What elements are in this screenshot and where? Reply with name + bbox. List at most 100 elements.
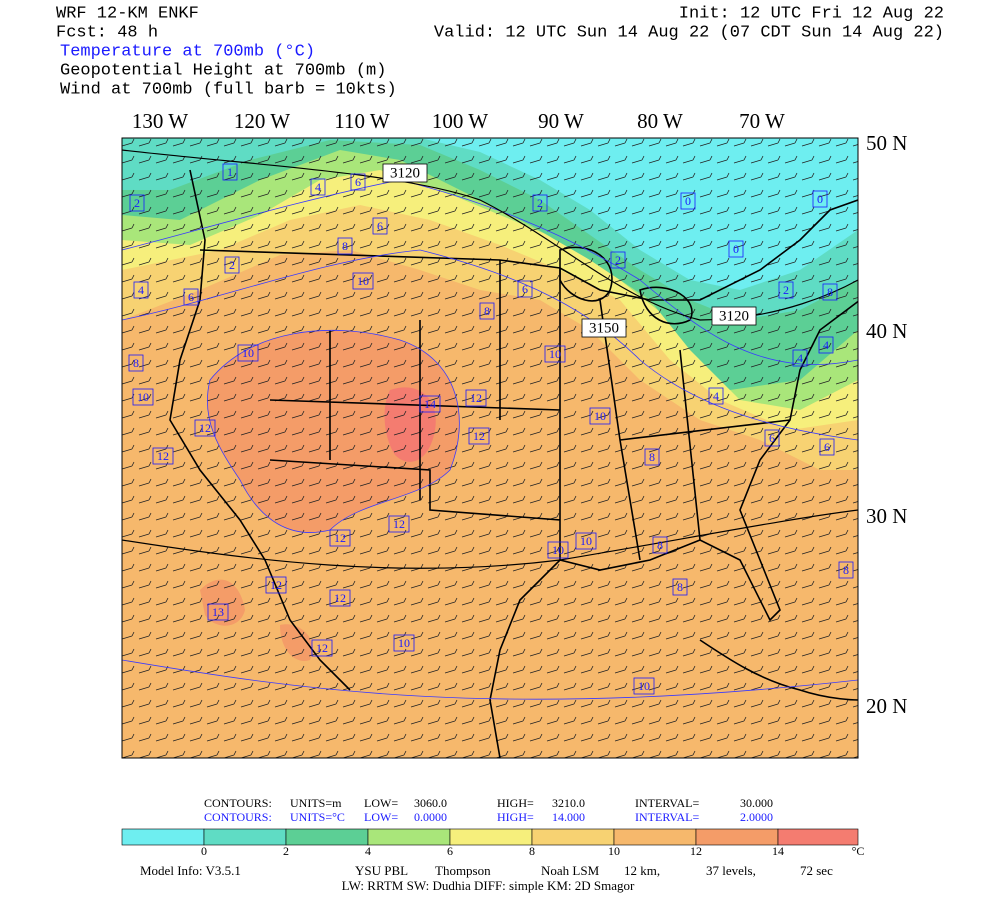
temperature-label-box (819, 438, 835, 456)
contour-info: 2.0000 (740, 810, 773, 824)
temperature-label: 1 (227, 165, 233, 179)
contour-info: CONTOURS: (204, 810, 272, 824)
temperature-label-box (194, 419, 216, 437)
colorbar-label: 2 (283, 844, 289, 858)
longitude-label: 90 W (538, 109, 584, 133)
latitude-label: 50 N (866, 131, 907, 155)
colorbar-box (613, 828, 697, 846)
temperature-label-box (652, 536, 668, 554)
temperature-label-box (329, 529, 351, 547)
temperature-label-box (468, 427, 490, 445)
field-label: Wind at 700mb (full barb = 10kts) (60, 80, 397, 99)
model-info: YSU PBL (355, 863, 408, 878)
colorbar-unit: °C (852, 844, 865, 858)
forecast-hour: Fcst: 48 h (56, 23, 158, 42)
temperature-label: 10 (594, 409, 606, 423)
colorbar-box (531, 828, 615, 846)
contour-info: LOW= (364, 796, 398, 810)
contour-info: INTERVAL= (635, 796, 699, 810)
temperature-label: 8 (827, 285, 833, 299)
temperature-label: 4 (797, 351, 803, 365)
temperature-label: 6 (522, 282, 528, 296)
latitude-label: 20 N (866, 694, 907, 718)
temperature-label-box (132, 388, 154, 406)
temperature-label-box (128, 354, 144, 372)
wind-barbs (122, 138, 858, 758)
longitude-label: 120 W (234, 109, 290, 133)
temperature-label-box (329, 589, 351, 607)
contour-info: 30.000 (740, 796, 773, 810)
init-time: Init: 12 UTC Fri 12 Aug 22 (679, 4, 944, 23)
temperature-label-box (207, 603, 229, 621)
temperature-label: 8 (649, 450, 655, 464)
temperature-label: 4 (713, 389, 719, 403)
height-label-box (711, 306, 757, 326)
longitude-label: 70 W (739, 109, 785, 133)
height-label-box (581, 318, 627, 338)
temperature-label-box (838, 561, 854, 579)
temperature-label-box (610, 251, 626, 269)
temperature-label: 12 (199, 421, 211, 435)
colorbar-box (367, 828, 451, 846)
temperature-label-box (822, 283, 838, 301)
temperature-label-box (708, 387, 724, 405)
temperature-label-box (644, 448, 660, 466)
model-info: 37 levels, (706, 863, 756, 878)
contour-info: 3210.0 (552, 796, 585, 810)
temperature-label: 0 (685, 194, 691, 208)
temperature-label: 10 (137, 390, 149, 404)
contour-info: LOW= (364, 810, 398, 824)
temperature-label: 10 (398, 636, 410, 650)
model-info: LW: RRTM SW: Dudhia DIFF: simple KM: 2D … (342, 878, 635, 893)
temperature-label-box (575, 532, 597, 550)
temperature-label-box (633, 677, 655, 695)
temperature-label-box (728, 240, 744, 258)
model-title: WRF 12-KM ENKF (56, 4, 199, 23)
model-info: Noah LSM (541, 863, 600, 878)
contour-info: 14.000 (552, 810, 585, 824)
colorbar-label: 6 (447, 844, 453, 858)
temperature-label: 0 (733, 242, 739, 256)
temperature-label: 12 (470, 391, 482, 405)
height-label: 3120 (390, 165, 420, 181)
temperature-label: 12 (316, 641, 328, 655)
field-label: Geopotential Height at 700mb (m) (60, 61, 386, 80)
temperature-label-box (350, 173, 366, 191)
temperature-label: 10 (549, 347, 561, 361)
contour-info: HIGH= (497, 810, 534, 824)
temperature-label: 4 (138, 283, 144, 297)
temperature-label: 2 (783, 283, 789, 297)
temperature-label: 6 (188, 290, 194, 304)
colorbar-box (285, 828, 369, 846)
map-area (122, 138, 858, 758)
contour-info: CONTOURS: (204, 796, 272, 810)
contour-info: INTERVAL= (635, 810, 699, 824)
temperature-label-box (183, 288, 199, 306)
colorbar-label: 10 (608, 844, 620, 858)
temperature-contours (122, 179, 858, 700)
temperature-label: 13 (212, 605, 224, 619)
colorbar-box (695, 828, 779, 846)
temperature-label: 10 (552, 543, 564, 557)
temperature-label-box (465, 389, 487, 407)
temperature-label: 6 (355, 175, 361, 189)
temperature-label: 8 (657, 538, 663, 552)
temperature-label: 14 (424, 397, 436, 411)
temperature-label: 8 (133, 356, 139, 370)
height-label-box (382, 163, 428, 183)
temperature-label: 8 (484, 304, 490, 318)
model-info: 12 km, (624, 863, 660, 878)
temperature-label: 10 (580, 534, 592, 548)
temperature-label-box (311, 639, 333, 657)
colorbar-box (449, 828, 533, 846)
temperature-label: 2 (134, 196, 140, 210)
longitude-label: 130 W (132, 109, 188, 133)
colorbar-box (203, 828, 287, 846)
colorbar-label: 0 (201, 844, 207, 858)
colorbar-box (121, 828, 205, 846)
contour-info: 3060.0 (414, 796, 447, 810)
field-label: Temperature at 700mb (°C) (60, 42, 315, 61)
colorbar-label: 12 (690, 844, 702, 858)
